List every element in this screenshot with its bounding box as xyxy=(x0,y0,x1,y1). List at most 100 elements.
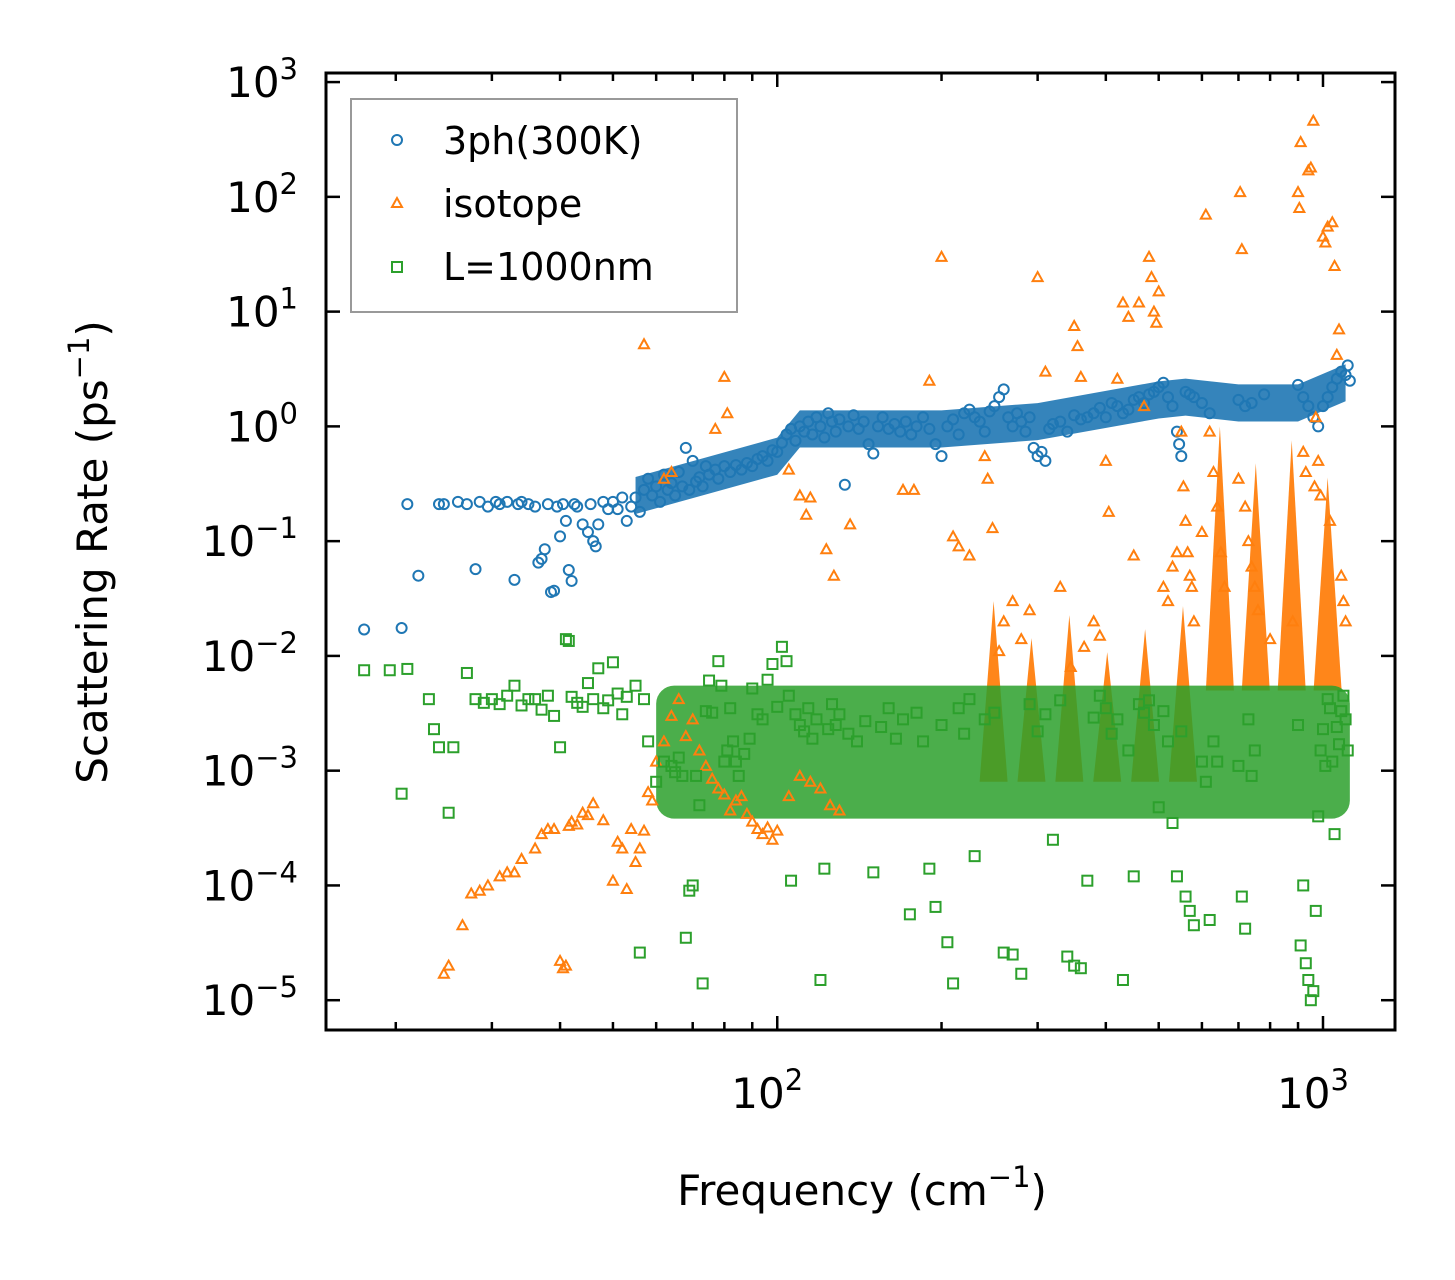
data-point-3ph xyxy=(929,438,942,451)
dense-spike-isotope xyxy=(1241,463,1270,691)
legend-item-3ph: 3ph(300K) xyxy=(391,119,642,163)
data-point-3ph xyxy=(571,500,584,513)
data-point-boundary xyxy=(541,689,554,702)
data-point-isotope xyxy=(1022,603,1037,616)
data-point-isotope xyxy=(1210,499,1224,512)
data-point-3ph xyxy=(1166,400,1179,413)
data-point-isotope xyxy=(819,542,834,555)
data-point-3ph xyxy=(872,420,885,433)
data-point-3ph xyxy=(1341,359,1354,372)
data-point-isotope xyxy=(615,841,629,854)
y-tick-label: 103 xyxy=(226,52,298,107)
data-point-isotope xyxy=(1005,594,1020,607)
data-point-isotope xyxy=(556,961,570,974)
data-point-3ph xyxy=(568,498,581,511)
data-point-boundary xyxy=(867,866,880,879)
data-point-boundary xyxy=(882,702,895,715)
data-point-isotope xyxy=(1293,135,1308,148)
data-point-isotope xyxy=(437,966,451,979)
data-point-isotope xyxy=(770,823,784,836)
data-point-isotope xyxy=(843,517,857,530)
data-point-isotope xyxy=(528,841,542,854)
data-point-isotope xyxy=(1251,603,1265,616)
data-point-3ph xyxy=(551,500,564,513)
data-point-isotope xyxy=(685,712,700,725)
data-point-boundary xyxy=(1337,689,1350,702)
data-point-3ph xyxy=(826,415,839,428)
data-point-isotope xyxy=(793,488,807,501)
data-point-3ph xyxy=(642,472,655,485)
data-point-isotope xyxy=(1233,185,1247,198)
data-point-boundary xyxy=(672,751,685,764)
data-point-isotope xyxy=(1292,200,1307,213)
data-point-boundary xyxy=(501,689,514,702)
data-point-isotope xyxy=(1030,270,1045,283)
data-point-isotope xyxy=(717,369,732,382)
data-point-3ph xyxy=(935,450,948,463)
data-point-boundary xyxy=(703,674,716,687)
data-point-boundary xyxy=(746,682,759,695)
data-point-isotope xyxy=(1064,659,1078,673)
data-point-boundary xyxy=(460,666,473,679)
data-point-isotope xyxy=(1176,479,1191,492)
data-point-isotope xyxy=(720,406,734,419)
data-point-3ph xyxy=(1093,401,1106,414)
data-point-boundary xyxy=(447,741,460,754)
data-point-isotope xyxy=(1074,369,1088,382)
data-point-isotope xyxy=(481,878,495,891)
data-point-isotope xyxy=(441,958,456,971)
data-point-isotope xyxy=(547,821,561,835)
data-point-3ph xyxy=(460,498,473,511)
data-point-isotope xyxy=(1323,513,1337,526)
data-point-isotope xyxy=(1296,444,1310,457)
data-point-boundary xyxy=(859,715,872,728)
data-point-isotope xyxy=(1077,639,1091,652)
data-point-boundary xyxy=(761,673,774,686)
data-point-isotope xyxy=(575,805,590,818)
data-point-3ph xyxy=(661,483,674,496)
data-point-isotope xyxy=(1238,499,1252,512)
data-point-boundary xyxy=(1006,948,1019,961)
data-point-boundary xyxy=(395,787,408,800)
data-point-boundary xyxy=(642,735,655,748)
data-point-isotope xyxy=(1217,579,1232,592)
data-point-boundary xyxy=(1248,744,1261,757)
data-point-boundary xyxy=(958,727,971,740)
data-point-boundary xyxy=(1239,922,1252,935)
data-point-3ph xyxy=(1187,391,1200,404)
data-point-isotope xyxy=(596,813,610,826)
data-point-boundary xyxy=(515,699,528,712)
data-point-3ph xyxy=(806,428,819,441)
data-point-3ph xyxy=(437,498,450,511)
data-point-boundary xyxy=(633,946,646,959)
data-point-isotope xyxy=(1332,322,1346,335)
series-l-1000nm xyxy=(358,633,1354,1007)
data-point-isotope xyxy=(645,793,659,806)
data-point-isotope xyxy=(559,958,573,971)
data-point-isotope xyxy=(1161,594,1175,607)
data-point-isotope xyxy=(606,873,620,886)
data-point-boundary xyxy=(732,769,745,782)
data-point-isotope xyxy=(610,834,625,847)
data-point-isotope xyxy=(1241,534,1256,547)
data-point-3ph xyxy=(1321,391,1334,404)
data-point-boundary xyxy=(1333,738,1346,751)
data-point-boundary xyxy=(1046,833,1059,846)
data-point-isotope xyxy=(750,821,765,835)
data-point-boundary xyxy=(963,693,976,706)
data-point-isotope xyxy=(1183,568,1197,581)
data-point-isotope xyxy=(1327,258,1342,271)
y-tick-label: 10−3 xyxy=(202,741,298,796)
dense-regions xyxy=(635,364,1350,819)
data-point-3ph xyxy=(1162,391,1175,404)
data-point-3ph xyxy=(1258,388,1271,401)
data-point-boundary xyxy=(771,700,784,713)
data-point-3ph xyxy=(589,540,602,553)
plot-frame xyxy=(324,71,1397,1032)
data-point-boundary xyxy=(1242,713,1255,726)
data-point-boundary xyxy=(1105,727,1118,740)
data-point-boundary xyxy=(842,727,855,740)
data-point-isotope xyxy=(1299,464,1313,478)
data-point-3ph xyxy=(620,514,633,527)
data-point-isotope xyxy=(1304,160,1318,173)
